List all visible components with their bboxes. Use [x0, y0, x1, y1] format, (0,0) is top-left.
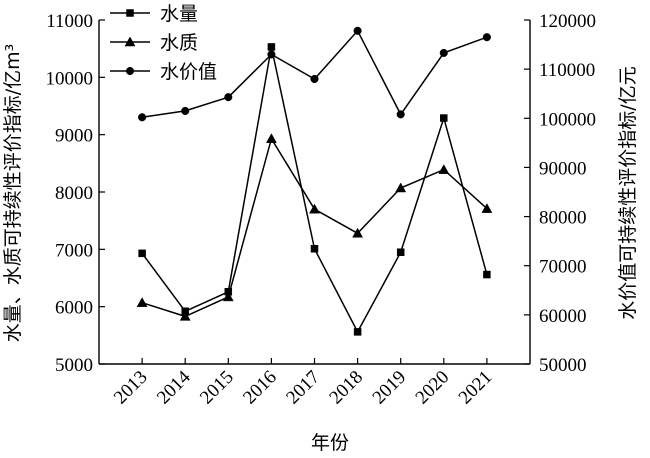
x-axis-title: 年份 [311, 432, 349, 454]
data-point [396, 248, 405, 256]
data-point [440, 114, 448, 122]
legend-marker [124, 36, 136, 47]
left-y-tick-label: 8000 [55, 183, 93, 204]
data-point [138, 113, 147, 122]
data-point [395, 182, 407, 193]
x-tick-label: 2015 [196, 367, 238, 409]
right-y-tick-label: 70000 [539, 257, 587, 278]
x-tick-label: 2014 [153, 366, 195, 408]
x-tick-label: 2019 [369, 367, 411, 409]
data-point [483, 270, 491, 279]
series-triangle [136, 133, 493, 321]
x-tick-label: 2020 [412, 367, 454, 409]
data-point [353, 26, 362, 35]
series-square [138, 43, 491, 336]
series-line [141, 136, 488, 318]
x-tick-label: 2021 [455, 367, 497, 409]
legend-item: 水质 [110, 32, 198, 54]
data-point [438, 164, 450, 174]
data-point [222, 291, 234, 302]
left-y-axis-title: 水量、水质可持续性评价指标/亿m³ [2, 44, 24, 343]
x-tick-label: 2013 [110, 367, 152, 409]
left-y-tick-label: 9000 [55, 126, 93, 147]
data-point [310, 245, 319, 253]
legend-marker [125, 66, 135, 76]
data-point [353, 328, 362, 336]
legend-item: 水量 [110, 3, 198, 25]
x-tick-label: 2016 [239, 367, 281, 409]
x-tick-label: 2018 [325, 367, 367, 409]
legend-item: 水价值 [110, 61, 217, 83]
legend-label: 水价值 [160, 61, 217, 83]
data-point [138, 249, 146, 258]
data-point [310, 74, 319, 84]
data-point [396, 110, 405, 119]
right-y-tick-label: 50000 [539, 355, 587, 376]
right-y-tick-label: 100000 [539, 109, 596, 130]
data-point [352, 227, 364, 238]
data-point [267, 43, 276, 51]
data-point [224, 93, 233, 102]
right-y-tick-label: 60000 [539, 306, 587, 327]
right-y-axis-title: 水价值可持续性评价指标/亿元 [617, 66, 639, 319]
data-point [481, 203, 493, 213]
data-point [267, 50, 276, 59]
right-y-tick-label: 90000 [539, 158, 587, 179]
x-tick-label: 2017 [282, 367, 324, 409]
series-layer [136, 26, 493, 336]
data-point [482, 33, 491, 42]
left-y-tick-label: 11000 [46, 11, 93, 32]
data-point [136, 297, 148, 307]
right-y-tick-label: 80000 [539, 208, 587, 229]
left-y-tick-label: 6000 [55, 298, 93, 319]
series-line [141, 46, 488, 334]
data-point [265, 133, 277, 143]
left-y-tick-label: 5000 [55, 355, 93, 376]
right-y-tick-label: 120000 [539, 11, 596, 32]
left-y-tick-label: 7000 [55, 240, 93, 261]
legend-label: 水量 [160, 3, 198, 25]
data-point [179, 310, 191, 321]
legend-label: 水质 [160, 32, 198, 54]
data-point [181, 106, 190, 115]
series-circle [138, 26, 491, 122]
legend-marker [126, 9, 134, 17]
data-point [309, 203, 320, 214]
data-point [439, 48, 448, 57]
left-y-tick-label: 10000 [46, 68, 94, 89]
right-y-tick-label: 110000 [539, 60, 595, 81]
